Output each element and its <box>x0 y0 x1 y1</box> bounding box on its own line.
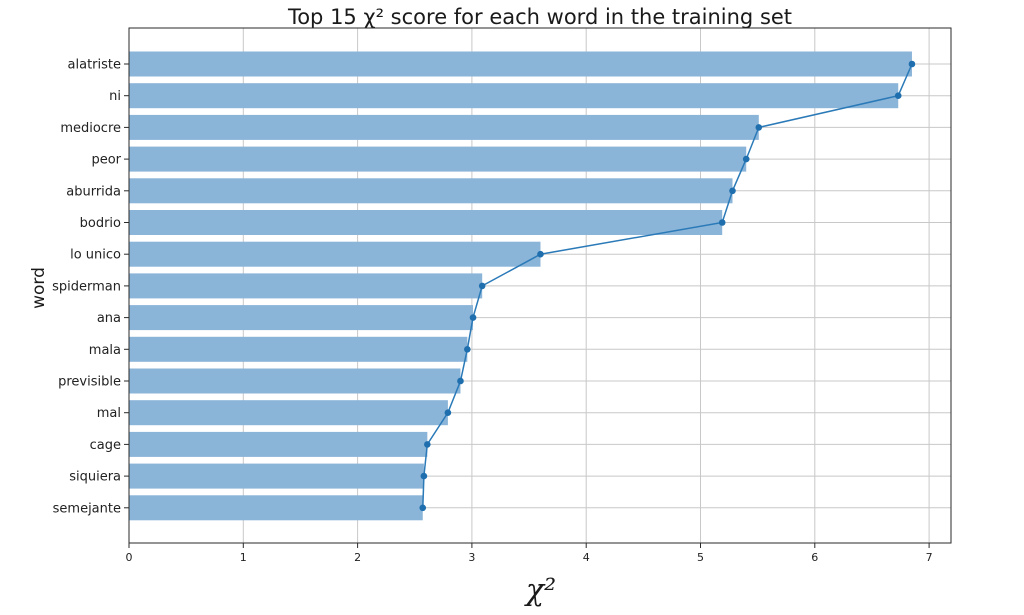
score-marker <box>419 504 427 512</box>
score-marker <box>457 377 464 385</box>
score-marker <box>537 250 544 258</box>
x-tick-label: 1 <box>240 551 247 564</box>
x-tick-label: 0 <box>126 551 133 564</box>
score-marker <box>718 219 726 226</box>
score-line <box>419 60 916 512</box>
y-tick-label: cage <box>90 438 121 453</box>
bar-ana <box>129 305 474 331</box>
y-tick-label: lo unico <box>70 248 121 263</box>
y-tick-label: mediocre <box>60 121 121 136</box>
y-tick-labels: alatriste ni mediocre peor aburrida bodrio lo … <box>52 58 129 516</box>
score-marker <box>444 409 452 417</box>
x-tick-label: 2 <box>354 551 361 564</box>
y-tick-label: peor <box>91 153 121 168</box>
y-tick-label: mala <box>89 343 121 358</box>
y-tick-label: previsible <box>58 375 121 390</box>
x-tick-labels: 0 1 2 3 4 5 6 7 <box>126 543 933 564</box>
y-tick-label: bodrio <box>80 216 121 231</box>
x-tick-label: 3 <box>468 551 475 564</box>
bar-bodrio <box>129 210 723 235</box>
y-tick-label: aburrida <box>66 184 121 199</box>
score-marker <box>464 346 471 353</box>
x-axis-label: χ² <box>524 573 556 608</box>
bar-siquiera <box>129 463 424 489</box>
score-marker <box>755 124 763 131</box>
score-marker <box>742 155 750 163</box>
x-tick-label: 5 <box>697 551 704 564</box>
score-marker <box>894 92 902 99</box>
score-marker <box>908 60 916 68</box>
y-tick-label: ni <box>109 89 121 104</box>
score-marker <box>424 441 431 448</box>
bar-mala <box>129 336 468 362</box>
y-tick-label: semejante <box>53 501 121 516</box>
x-tick-label: 4 <box>583 551 590 564</box>
score-marker <box>478 282 486 290</box>
bar-previsible <box>129 368 461 394</box>
bar-spiderman <box>129 273 483 299</box>
y-tick-label: ana <box>97 311 121 326</box>
y-tick-label: spiderman <box>52 279 121 294</box>
bar-aburrida <box>129 178 733 204</box>
y-axis-label: word <box>29 267 49 309</box>
bar-cage <box>129 431 428 457</box>
score-marker <box>729 187 736 195</box>
y-tick-label: mal <box>97 406 121 421</box>
bars <box>129 51 912 521</box>
chart-title: Top 15 χ² score for each word in the tra… <box>287 5 792 29</box>
x-tick-label: 6 <box>811 551 818 564</box>
y-tick-label: siquiera <box>69 470 121 485</box>
y-tick-label: alatriste <box>68 58 121 73</box>
score-marker <box>469 314 477 321</box>
bar-ni <box>129 83 899 109</box>
bar-peor <box>129 146 747 172</box>
bar-mediocre <box>129 114 759 140</box>
score-marker <box>420 472 428 480</box>
x-tick-label: 7 <box>926 551 933 564</box>
bar-mal <box>129 400 448 426</box>
bar-semejante <box>129 495 423 521</box>
bar-lo-unico <box>129 241 541 267</box>
bar-alatriste <box>129 51 912 77</box>
